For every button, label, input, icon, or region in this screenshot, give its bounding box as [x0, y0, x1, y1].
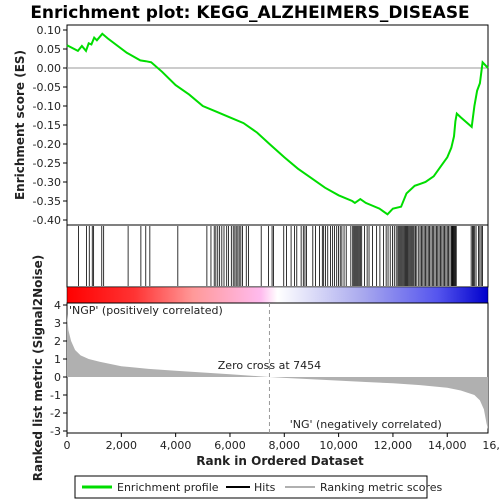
negative-correlation-label: 'NG' (negatively correlated) — [290, 418, 442, 431]
es-tick-label: 0.10 — [37, 24, 62, 37]
x-tick-label: 10,000 — [319, 439, 358, 452]
ranking-colorbar — [66, 286, 489, 304]
es-panel: 0.10 0.05 0.00 -0.05 -0.10 -0.15 -0.20 -0.25 -0.… — [33, 24, 489, 227]
x-tick-label: 2,000 — [106, 439, 138, 452]
x-tick-label: 12,000 — [374, 439, 413, 452]
es-tick-label: -0.40 — [33, 214, 61, 227]
metric-tick-label: -2 — [50, 407, 61, 420]
hits-panel — [66, 224, 489, 288]
es-tick-label: -0.35 — [33, 195, 61, 208]
metric-tick-label: 0 — [54, 371, 61, 384]
metric-y-axis: 4 3 2 1 0 -1 -2 -3 — [50, 299, 67, 438]
es-tick-label: -0.15 — [33, 119, 61, 132]
legend-box — [74, 475, 428, 499]
metric-tick-label: -1 — [50, 389, 61, 402]
metric-tick-label: 3 — [54, 317, 61, 330]
x-tick-label: 14,000 — [428, 439, 467, 452]
metric-tick-label: 4 — [54, 299, 61, 312]
es-y-axis: 0.10 0.05 0.00 -0.05 -0.10 -0.15 -0.20 -0.25 -0.… — [33, 24, 67, 227]
es-y-axis-label: Enrichment score (ES) — [13, 50, 27, 200]
es-tick-label: -0.25 — [33, 157, 61, 170]
es-tick-label: 0.00 — [37, 62, 62, 75]
x-tick-label: 16,000 — [482, 439, 500, 452]
es-tick-label: -0.30 — [33, 176, 61, 189]
ranking-metric-area — [67, 314, 488, 430]
legend: Enrichment profile Hits Ranking metric s… — [74, 475, 442, 499]
metric-panel: 4 3 2 1 0 -1 -2 -3 Zero cross at 7454 'NGP' (po… — [50, 299, 489, 438]
hit-marks — [78, 226, 483, 286]
x-tick-label: 0 — [64, 439, 71, 452]
metric-tick-label: -3 — [50, 425, 61, 438]
x-axis-label: Rank in Ordered Dataset — [196, 454, 364, 468]
hits-panel-frame — [66, 224, 489, 288]
legend-enrichment-label: Enrichment profile — [117, 481, 219, 494]
enrichment-profile-line — [66, 32, 489, 216]
x-tick-label: 4,000 — [160, 439, 192, 452]
x-axis: 0 2,000 4,000 6,000 8,000 10,000 12,000 14,000 1… — [64, 433, 500, 452]
metric-y-axis-label: Ranked list metric (Signal2Noise) — [31, 255, 45, 482]
legend-hits-label: Hits — [254, 481, 276, 494]
zero-cross-label: Zero cross at 7454 — [218, 359, 321, 372]
metric-tick-label: 2 — [54, 335, 61, 348]
es-tick-label: 0.05 — [37, 43, 62, 56]
x-tick-label: 6,000 — [214, 439, 246, 452]
es-tick-label: -0.05 — [33, 81, 61, 94]
positive-correlation-label: 'NGP' (positively correlated) — [69, 304, 223, 317]
x-tick-label: 8,000 — [269, 439, 301, 452]
metric-tick-label: 1 — [54, 353, 61, 366]
legend-ranking-label: Ranking metric scores — [320, 481, 442, 494]
chart-title: Enrichment plot: KEGG_ALZHEIMERS_DISEASE — [30, 3, 469, 23]
es-tick-label: -0.10 — [33, 100, 61, 113]
es-tick-label: -0.20 — [33, 138, 61, 151]
